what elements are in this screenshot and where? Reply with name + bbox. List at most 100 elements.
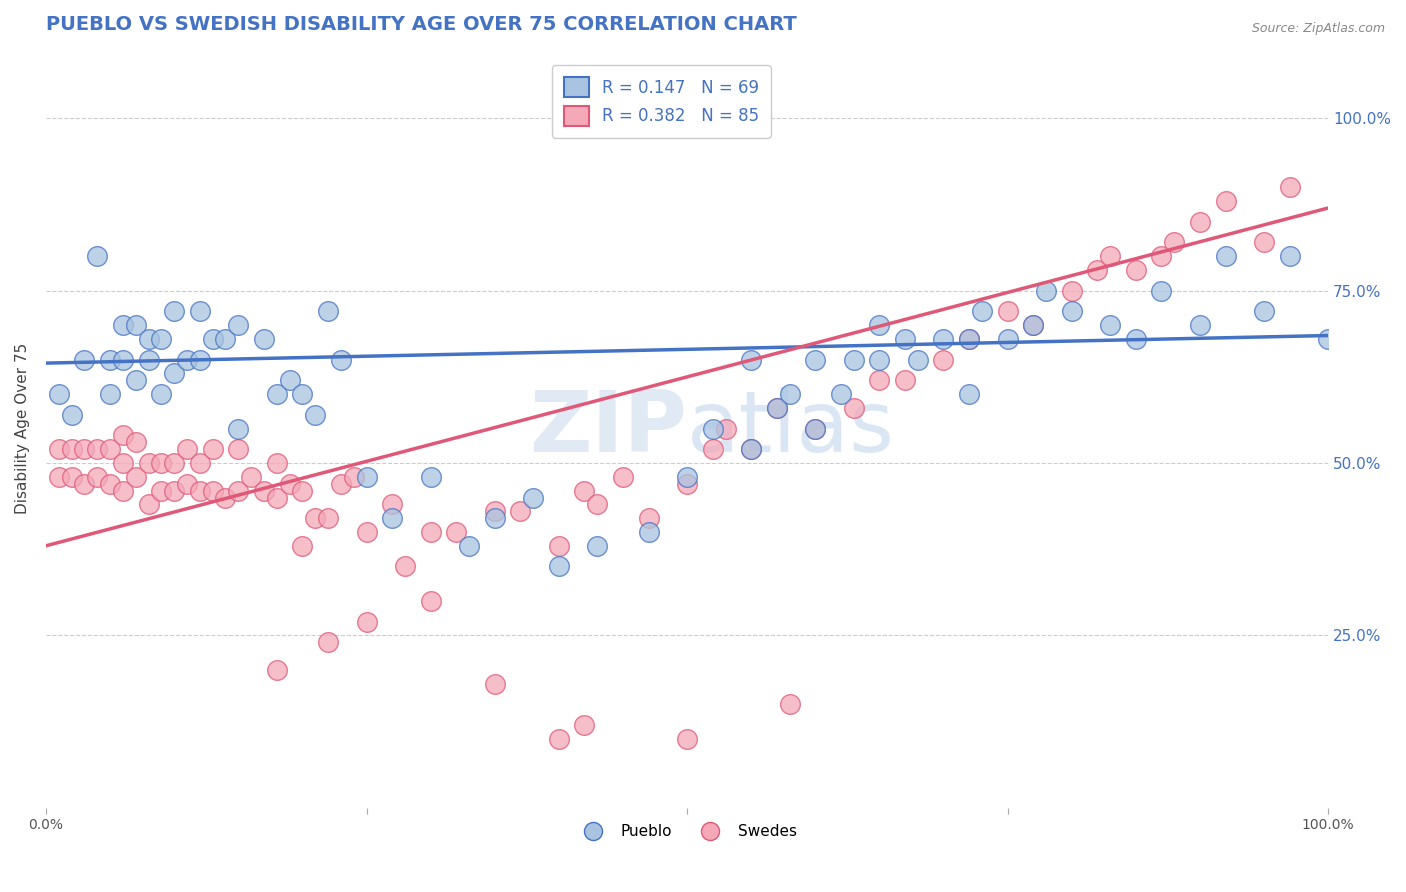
- Point: [932, 352, 955, 367]
- Point: [676, 470, 699, 484]
- Point: [547, 559, 569, 574]
- Point: [73, 442, 96, 457]
- Point: [138, 456, 160, 470]
- Point: [138, 352, 160, 367]
- Point: [163, 483, 186, 498]
- Point: [1099, 318, 1122, 333]
- Text: atlas: atlas: [688, 387, 896, 470]
- Point: [125, 470, 148, 484]
- Point: [740, 442, 762, 457]
- Point: [997, 304, 1019, 318]
- Point: [98, 442, 121, 457]
- Point: [176, 442, 198, 457]
- Point: [419, 594, 441, 608]
- Point: [458, 539, 481, 553]
- Text: Source: ZipAtlas.com: Source: ZipAtlas.com: [1251, 22, 1385, 36]
- Text: PUEBLO VS SWEDISH DISABILITY AGE OVER 75 CORRELATION CHART: PUEBLO VS SWEDISH DISABILITY AGE OVER 75…: [46, 15, 797, 34]
- Point: [1085, 263, 1108, 277]
- Point: [356, 524, 378, 539]
- Y-axis label: Disability Age Over 75: Disability Age Over 75: [15, 343, 30, 514]
- Text: ZIP: ZIP: [529, 387, 688, 470]
- Point: [111, 352, 134, 367]
- Point: [740, 352, 762, 367]
- Point: [125, 373, 148, 387]
- Point: [188, 352, 211, 367]
- Point: [150, 456, 173, 470]
- Point: [266, 663, 288, 677]
- Point: [484, 504, 506, 518]
- Point: [1060, 304, 1083, 318]
- Point: [1125, 263, 1147, 277]
- Point: [214, 491, 236, 505]
- Point: [779, 387, 801, 401]
- Point: [1060, 284, 1083, 298]
- Point: [804, 421, 827, 435]
- Point: [1253, 304, 1275, 318]
- Point: [1099, 249, 1122, 263]
- Point: [266, 491, 288, 505]
- Point: [111, 318, 134, 333]
- Point: [894, 332, 917, 346]
- Point: [356, 470, 378, 484]
- Point: [176, 352, 198, 367]
- Point: [150, 387, 173, 401]
- Point: [163, 456, 186, 470]
- Point: [253, 483, 276, 498]
- Point: [278, 476, 301, 491]
- Point: [201, 483, 224, 498]
- Point: [226, 421, 249, 435]
- Point: [740, 442, 762, 457]
- Point: [1150, 249, 1173, 263]
- Point: [1022, 318, 1045, 333]
- Point: [1215, 249, 1237, 263]
- Point: [240, 470, 263, 484]
- Point: [188, 304, 211, 318]
- Point: [804, 421, 827, 435]
- Point: [176, 476, 198, 491]
- Point: [266, 456, 288, 470]
- Point: [316, 511, 339, 525]
- Point: [60, 470, 83, 484]
- Point: [509, 504, 531, 518]
- Point: [73, 352, 96, 367]
- Point: [637, 524, 659, 539]
- Point: [394, 559, 416, 574]
- Point: [226, 442, 249, 457]
- Point: [98, 387, 121, 401]
- Point: [1317, 332, 1340, 346]
- Point: [522, 491, 544, 505]
- Point: [60, 442, 83, 457]
- Point: [612, 470, 634, 484]
- Point: [907, 352, 929, 367]
- Point: [188, 456, 211, 470]
- Point: [226, 483, 249, 498]
- Point: [125, 318, 148, 333]
- Point: [574, 718, 596, 732]
- Point: [997, 332, 1019, 346]
- Point: [1150, 284, 1173, 298]
- Point: [419, 524, 441, 539]
- Point: [484, 676, 506, 690]
- Point: [804, 352, 827, 367]
- Point: [111, 483, 134, 498]
- Point: [714, 421, 737, 435]
- Point: [316, 635, 339, 649]
- Point: [150, 332, 173, 346]
- Point: [637, 511, 659, 525]
- Point: [779, 698, 801, 712]
- Point: [932, 332, 955, 346]
- Point: [278, 373, 301, 387]
- Point: [291, 483, 314, 498]
- Point: [163, 367, 186, 381]
- Point: [214, 332, 236, 346]
- Point: [676, 476, 699, 491]
- Point: [201, 332, 224, 346]
- Point: [957, 332, 980, 346]
- Point: [676, 731, 699, 746]
- Point: [970, 304, 993, 318]
- Point: [830, 387, 852, 401]
- Point: [381, 498, 404, 512]
- Point: [957, 332, 980, 346]
- Point: [86, 470, 108, 484]
- Legend: Pueblo, Swedes: Pueblo, Swedes: [571, 818, 803, 846]
